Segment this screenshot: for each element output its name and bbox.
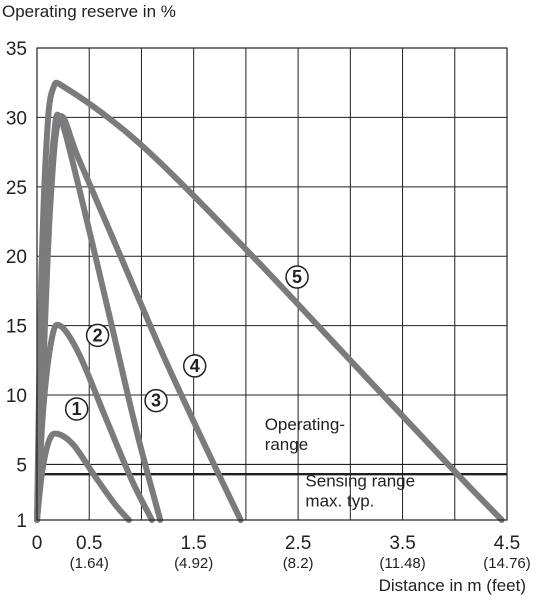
- x-tick-label: 0.5: [76, 533, 102, 554]
- curve-label-circle: [285, 265, 309, 289]
- x-tick-sublabel: (4.92): [174, 555, 213, 572]
- curve-label: 3: [151, 391, 161, 411]
- y-tick-label: 35: [6, 39, 27, 60]
- annotations: Operating-range Sensing range max. typ. 1 2 3…: [64, 265, 415, 511]
- x-tick-label: 1.5: [180, 533, 206, 554]
- x-tick-sublabel: (1.64): [70, 555, 109, 572]
- curve-label: 1: [72, 399, 82, 419]
- x-tick-sublabel: (14.76): [483, 555, 531, 572]
- reference-line-label: Operating-range: [265, 415, 345, 454]
- x-tick-sublabel: (11.48): [379, 555, 425, 572]
- y-tick-label: 20: [6, 247, 27, 268]
- series: [34, 79, 505, 523]
- curve-label: 4: [190, 356, 200, 376]
- curve-label-circle: [64, 397, 89, 421]
- series-line-1: [34, 430, 132, 523]
- y-tick-label: 30: [6, 108, 27, 129]
- reference-lines: [37, 463, 507, 476]
- curve-label-circle: [85, 323, 110, 348]
- x-tick-label: 4.5: [494, 533, 520, 554]
- plot-frame: [36, 47, 508, 521]
- y-tick-label: 5: [16, 455, 27, 476]
- curve-label-circle: [144, 388, 168, 413]
- series-line-5: [34, 79, 505, 523]
- series-line-4: [34, 113, 244, 523]
- curve-label: 5: [292, 267, 302, 287]
- x-tick-label: 2.5: [285, 533, 311, 554]
- x-tick-label: 0: [32, 533, 43, 554]
- curve-label: 2: [93, 325, 103, 345]
- y-tick-label: 25: [6, 178, 27, 199]
- y-tick-label: 1: [16, 511, 27, 532]
- reference-line-label: Sensing range max. typ.: [305, 472, 415, 511]
- x-tick-sublabel: (8.2): [283, 555, 314, 572]
- x-axis-title: Distance in m (feet): [379, 576, 526, 595]
- curve-label-circle: [182, 354, 207, 378]
- y-tick-label: 10: [6, 386, 27, 407]
- y-tick-label: 15: [6, 317, 27, 338]
- x-tick-label: 3.5: [389, 533, 415, 554]
- y-axis-title: Operating reserve in %: [2, 2, 176, 21]
